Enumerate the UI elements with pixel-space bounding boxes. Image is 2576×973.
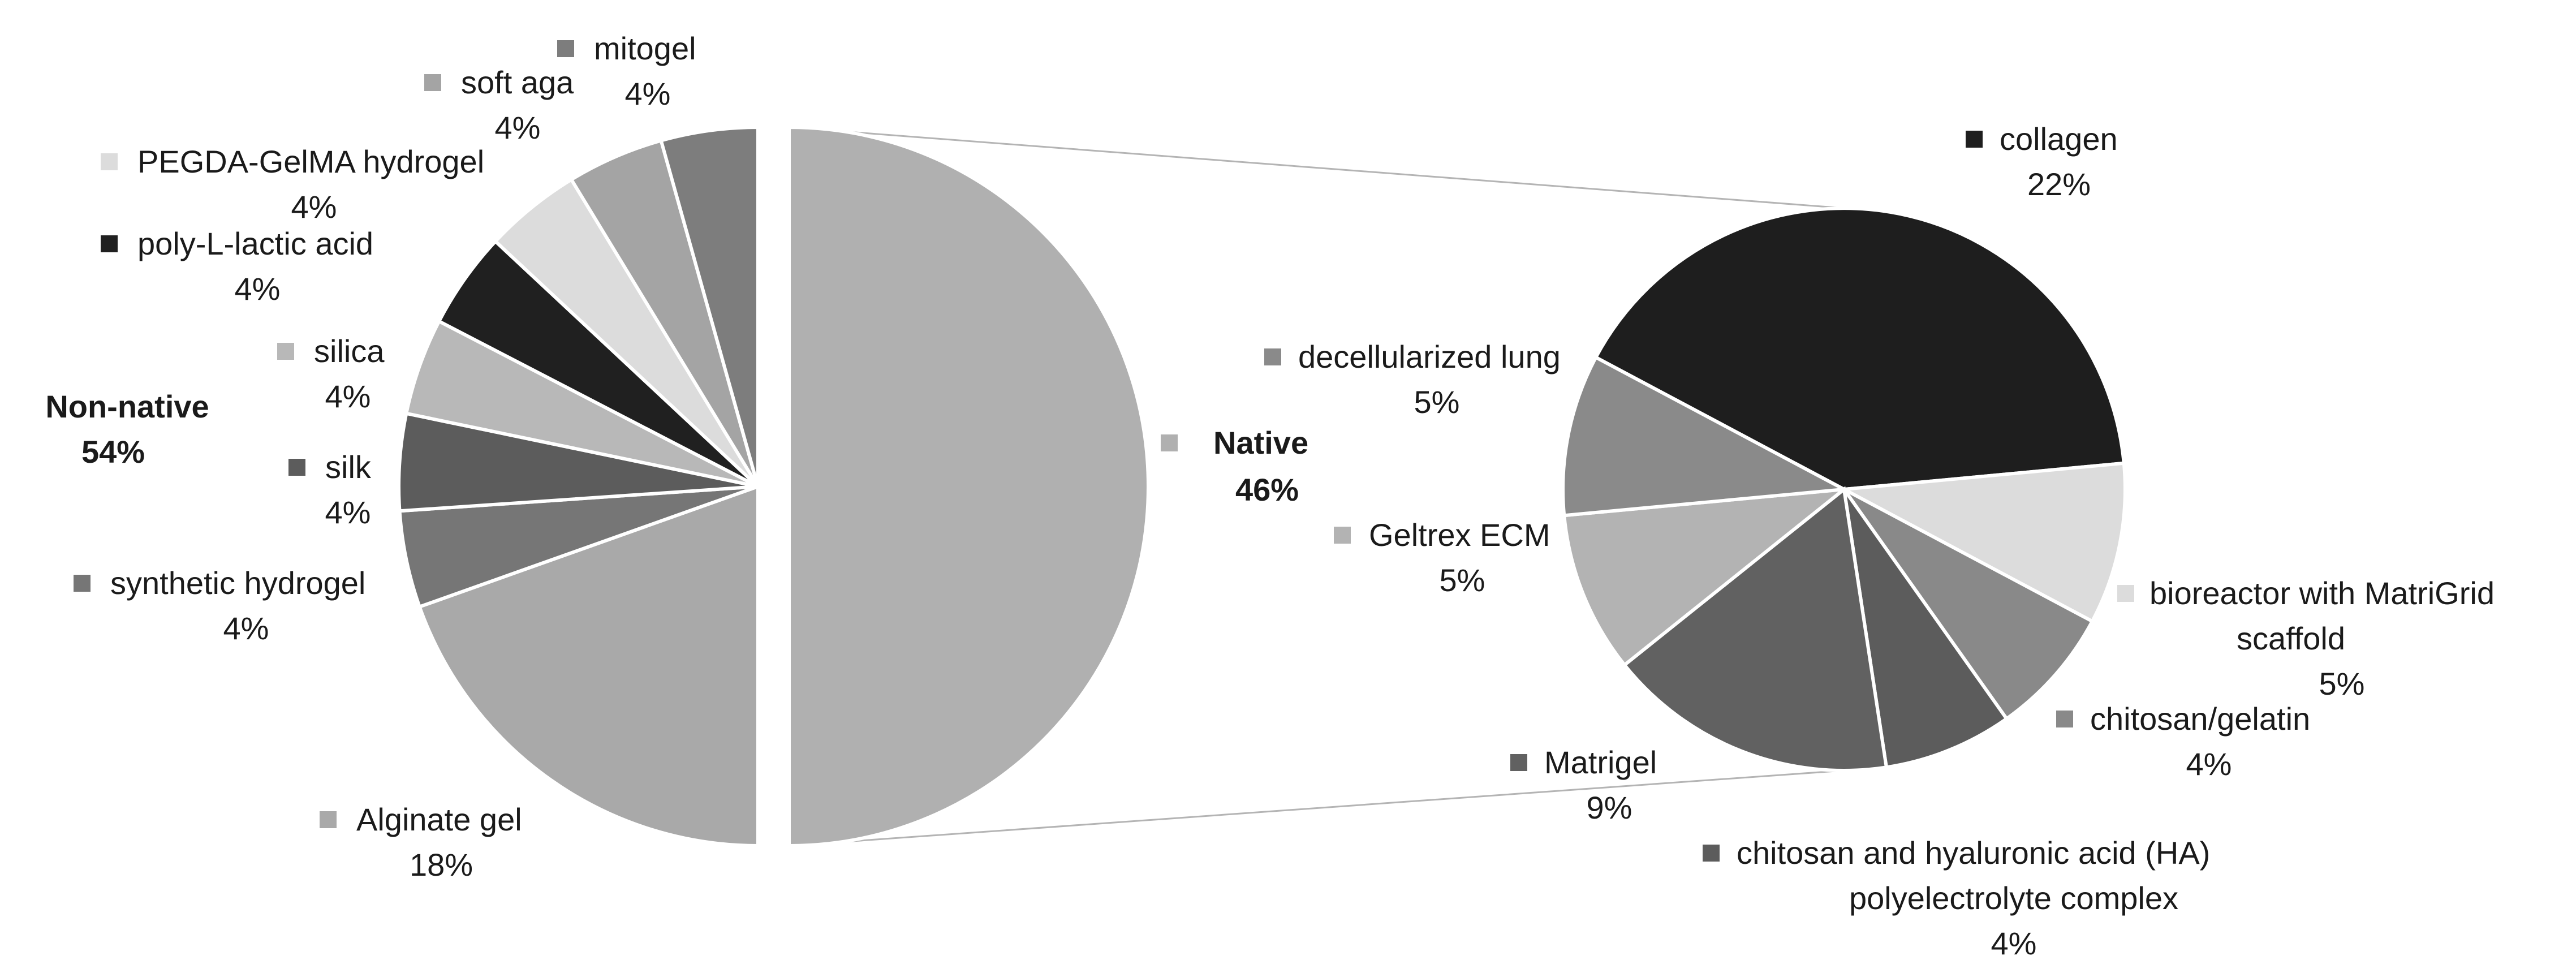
label-decellularized-lung-marker bbox=[1264, 348, 1281, 365]
label-silk-value: 4% bbox=[325, 494, 371, 530]
slice-soft-aga bbox=[568, 138, 760, 488]
label-pegda-gelma-hydrogel-name: PEGDA-GelMA hydrogel bbox=[137, 144, 484, 179]
label-decellularized-lung-name: decellularized lung bbox=[1298, 339, 1561, 374]
label-collagen-marker bbox=[1966, 131, 1983, 148]
slice-pegda-gelma-hydrogel bbox=[493, 177, 760, 488]
label-silica-value: 4% bbox=[325, 378, 371, 414]
label-chitosan-and-hyaluronic-acid-ha-polyelectrolyte-complex-marker bbox=[1703, 845, 1720, 862]
label-mitogel-value: 4% bbox=[625, 76, 671, 111]
label-decellularized-lung-value: 5% bbox=[1414, 384, 1460, 420]
slice-silica bbox=[404, 318, 759, 488]
connector-bottom bbox=[789, 769, 1845, 847]
slice-mitogel bbox=[659, 125, 760, 487]
label-poly-l-lactic-acid-name: poly-L-lactic acid bbox=[137, 226, 373, 261]
label-native-value: 46% bbox=[1235, 472, 1299, 507]
label-soft-aga-value: 4% bbox=[495, 110, 541, 145]
label-geltrex-ecm-name: Geltrex ECM bbox=[1369, 517, 1550, 553]
label-alginate-gel-value: 18% bbox=[410, 847, 473, 882]
label-mitogel-name: mitogel bbox=[594, 31, 696, 66]
label-chitosan-and-hyaluronic-acid-ha-polyelectrolyte-complex-name: chitosan and hyaluronic acid (HA) polyele… bbox=[1737, 835, 2210, 916]
slice-poly-l-lactic-acid bbox=[437, 239, 760, 488]
slice-synthetic-hydrogel bbox=[398, 485, 759, 609]
label-poly-l-lactic-acid-value: 4% bbox=[235, 271, 281, 307]
slice-chitosan-and-hyaluronic-acid-ha-polyelectrolyte-complex bbox=[1842, 488, 2009, 769]
label-soft-aga-marker bbox=[424, 74, 441, 91]
label-synthetic-hydrogel-value: 4% bbox=[223, 610, 269, 646]
label-silk-name: silk bbox=[325, 449, 372, 485]
label-bioreactor-with-matrigrid-scaffold-marker bbox=[2117, 585, 2134, 602]
slice-alginate-gel bbox=[417, 484, 760, 848]
label-alginate-gel-marker bbox=[320, 811, 337, 828]
slice-decellularized-lung bbox=[1561, 355, 1850, 518]
label-bioreactor-with-matrigrid-scaffold-name: bioreactor with MatriGrid scaffold bbox=[2149, 575, 2495, 656]
label-matrigel-value: 9% bbox=[1587, 790, 1632, 825]
connector-lines bbox=[789, 126, 1845, 847]
slice-geltrex-ecm bbox=[1562, 487, 1850, 668]
label-native-marker bbox=[1161, 434, 1178, 451]
label-synthetic-hydrogel-marker bbox=[74, 575, 91, 592]
label-mitogel-marker bbox=[557, 40, 574, 57]
label-silk-marker bbox=[288, 459, 305, 476]
label-silica-marker bbox=[277, 343, 294, 360]
label-poly-l-lactic-acid-marker bbox=[101, 235, 118, 252]
slice-matrigel bbox=[1622, 486, 1889, 772]
slice-labels: Native 46% Alginate gel 18% synthetic hydrog… bbox=[45, 31, 2495, 961]
slice-chitosan-gelatin bbox=[1842, 488, 2095, 721]
label-chitosan-gelatin-name: chitosan/gelatin bbox=[2090, 701, 2310, 737]
label-synthetic-hydrogel-name: synthetic hydrogel bbox=[110, 565, 365, 601]
label-matrigel-marker bbox=[1510, 754, 1527, 771]
slice-collagen bbox=[1593, 206, 2126, 492]
connector-top bbox=[789, 126, 1845, 209]
label-pegda-gelma-hydrogel-value: 4% bbox=[291, 189, 337, 225]
label-native-name: Native bbox=[1213, 425, 1308, 460]
label-silica-name: silica bbox=[314, 333, 385, 369]
slice-native bbox=[787, 125, 1150, 848]
label-non-native-value: 54% bbox=[81, 434, 145, 470]
sub-pie bbox=[1561, 206, 2127, 772]
label-chitosan-gelatin-marker bbox=[2056, 711, 2073, 727]
label-alginate-gel-name: Alginate gel bbox=[356, 802, 522, 837]
slice-silk bbox=[397, 411, 759, 513]
label-chitosan-and-hyaluronic-acid-ha-polyelectrolyte-complex-value: 4% bbox=[1991, 925, 2037, 961]
label-bioreactor-with-matrigrid-scaffold-value: 5% bbox=[2319, 666, 2365, 701]
main-pie bbox=[397, 125, 1150, 848]
label-soft-aga-name: soft aga bbox=[461, 64, 574, 100]
slice-bioreactor-with-matrigrid-scaffold bbox=[1838, 461, 2127, 624]
label-geltrex-ecm-marker bbox=[1334, 527, 1351, 544]
label-chitosan-gelatin-value: 4% bbox=[2186, 746, 2232, 782]
label-collagen-name: collagen bbox=[2000, 121, 2118, 157]
label-geltrex-ecm-value: 5% bbox=[1440, 562, 1485, 598]
label-non-native-name: Non-native bbox=[45, 389, 209, 424]
label-pegda-gelma-hydrogel-marker bbox=[101, 153, 118, 170]
label-collagen-value: 22% bbox=[2027, 166, 2091, 202]
label-matrigel-name: Matrigel bbox=[1544, 744, 1657, 780]
